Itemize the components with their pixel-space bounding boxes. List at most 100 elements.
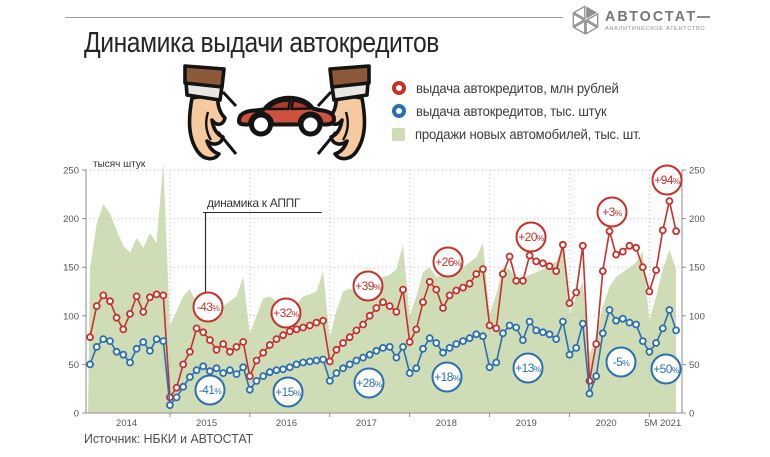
data-point-marker	[552, 335, 561, 344]
annotation-value: +50%	[653, 362, 680, 376]
data-point-marker	[439, 304, 447, 312]
data-point-marker	[572, 343, 581, 352]
data-point-marker	[272, 366, 281, 375]
annotation-value: +32%	[273, 306, 300, 320]
annotation-badge: +20%	[515, 221, 547, 253]
autostat-logo-icon	[572, 5, 599, 35]
data-point-marker	[632, 243, 640, 252]
data-point-marker	[239, 338, 248, 346]
data-point-marker	[559, 317, 567, 326]
data-point-marker	[159, 337, 168, 346]
data-point-marker	[605, 227, 614, 236]
data-point-marker	[112, 313, 121, 322]
red-ring-icon	[392, 81, 406, 95]
annotation-badge: +28%	[353, 367, 385, 399]
data-point-marker	[252, 376, 261, 385]
data-point-marker	[492, 358, 501, 367]
legend-item-loans-rub: выдача автокредитов, млн рублей	[392, 80, 648, 96]
data-point-marker	[672, 227, 680, 236]
data-point-marker	[452, 286, 461, 295]
data-point-marker	[152, 290, 161, 299]
data-point-marker	[279, 365, 288, 374]
chart-legend: выдача автокредитов, млн рублей выдача а…	[392, 80, 648, 149]
right-hand-icon	[316, 64, 371, 161]
data-point-marker	[519, 276, 527, 285]
data-point-marker	[539, 259, 547, 268]
data-point-marker	[578, 319, 587, 328]
data-point-marker	[445, 291, 454, 300]
data-point-marker	[512, 276, 521, 285]
legend-item-loans-units: выдача автокредитов, тыс. штук	[392, 103, 648, 119]
data-point-marker	[99, 335, 108, 344]
data-point-marker	[392, 353, 401, 362]
annotation-value: +39%	[355, 279, 382, 293]
annotation-value: +15%	[275, 385, 302, 399]
data-point-marker	[172, 383, 181, 392]
gridlines	[86, 169, 682, 413]
data-point-marker	[459, 283, 467, 292]
data-point-marker	[106, 337, 114, 346]
svg-text:50: 50	[689, 360, 700, 371]
line-series-loans-rub	[86, 197, 680, 402]
data-point-marker	[625, 241, 634, 250]
legend-label: продажи новых автомобилей, тыс. шт.	[415, 126, 641, 142]
data-point-marker	[312, 318, 321, 327]
data-point-marker	[399, 342, 407, 351]
data-point-marker	[292, 325, 301, 334]
x-axis-year-label: 2017	[356, 418, 377, 429]
data-point-marker	[578, 241, 587, 250]
data-point-marker	[572, 288, 581, 297]
data-point-marker	[145, 346, 154, 355]
data-point-marker	[106, 297, 114, 306]
annotation-badge: -5%	[605, 346, 637, 378]
legend-label: выдача автокредитов, млн рублей	[416, 80, 619, 96]
data-point-marker	[145, 293, 154, 302]
data-point-marker	[192, 324, 201, 333]
left-hand-icon	[183, 64, 238, 161]
data-point-marker	[658, 226, 667, 235]
annotation-value: +94%	[654, 173, 681, 187]
data-point-marker	[112, 347, 121, 356]
data-point-marker	[345, 360, 354, 369]
data-point-marker	[419, 298, 427, 307]
data-point-marker	[532, 257, 541, 266]
data-point-marker	[459, 337, 467, 346]
data-point-marker	[132, 292, 141, 301]
data-point-marker	[126, 309, 134, 318]
svg-text:100: 100	[689, 311, 705, 322]
data-point-marker	[592, 372, 601, 381]
x-axis-year-label: 2016	[276, 418, 297, 429]
data-point-marker	[412, 325, 421, 334]
x-axis-year-label: 2014	[116, 418, 137, 429]
data-point-marker	[565, 350, 574, 359]
data-point-marker	[532, 326, 541, 335]
annotation-value: +26%	[435, 255, 462, 269]
data-point-marker	[339, 339, 348, 347]
data-point-marker	[212, 345, 221, 354]
annotation-value: +13%	[515, 361, 542, 375]
data-point-marker	[498, 329, 507, 338]
data-point-marker	[545, 262, 554, 271]
data-point-marker	[159, 291, 168, 300]
data-point-marker	[598, 329, 607, 338]
data-point-marker	[565, 299, 574, 308]
data-point-marker	[265, 368, 274, 377]
header-divider-right	[697, 16, 710, 18]
annotation-value: -41%	[199, 383, 223, 397]
data-point-marker	[465, 334, 474, 343]
data-point-marker	[432, 285, 441, 294]
axis-tick-labels: 0 0 50 50 100 100 150 150 200 200 250 250 2014 2015 20…	[63, 166, 705, 430]
legend-label: выдача автокредитов, тыс. штук	[416, 103, 607, 119]
data-point-marker	[199, 362, 208, 371]
x-axis-year-label: 5М 2021	[644, 418, 681, 429]
data-point-marker	[472, 270, 481, 278]
data-point-marker	[645, 347, 654, 356]
data-point-marker	[325, 357, 334, 366]
page-title: Динамика выдачи автокредитов	[84, 27, 439, 59]
data-point-marker	[652, 266, 660, 275]
annotation-badge: +50%	[650, 353, 682, 385]
x-axis-year-label: 2015	[196, 418, 217, 429]
data-point-marker	[165, 401, 174, 410]
data-point-marker	[498, 270, 507, 278]
data-point-marker	[432, 339, 441, 347]
